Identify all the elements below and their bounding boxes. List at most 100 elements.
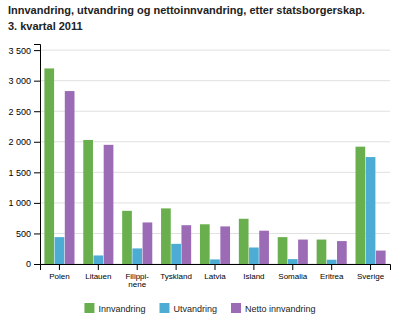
- tick-label: Eritrea: [320, 272, 344, 281]
- y-axis: 0 500 1 000 1 500 2 000 2 500 3 000 3 500: [8, 45, 40, 270]
- bar: [104, 145, 114, 264]
- tick-mark: [34, 233, 40, 234]
- bar-series: [65, 91, 386, 264]
- bar: [93, 255, 103, 264]
- tick-label: Filippi-nene: [125, 272, 149, 290]
- tick-label-line: Polen: [49, 272, 69, 281]
- tick-mark: [215, 264, 216, 270]
- grid-line: [40, 111, 390, 112]
- legend-swatch: [159, 303, 169, 313]
- tick-label: 1 000: [8, 198, 31, 208]
- bar: [83, 140, 93, 264]
- tick-mark: [176, 264, 177, 270]
- tick-label-line: Litauen: [85, 272, 111, 281]
- x-tick: Filippi-nene: [125, 264, 149, 289]
- bar: [288, 259, 298, 264]
- bar: [143, 222, 153, 264]
- axis-line: [41, 265, 391, 271]
- axis-line: [34, 45, 41, 265]
- tick-label: 500: [16, 229, 31, 239]
- bar: [55, 237, 65, 264]
- chart-svg: Innvandring, utvandring og nettoinnvandr…: [0, 0, 400, 320]
- tick-label: 3 500: [8, 45, 31, 55]
- chart-container: Innvandring, utvandring og nettoinnvandr…: [0, 0, 400, 320]
- grid: [40, 50, 390, 264]
- tick-label: Latvia: [204, 272, 226, 281]
- y-tick: 1 000: [8, 198, 40, 208]
- legend-item: Innvandring: [84, 303, 145, 314]
- tick-mark: [59, 264, 60, 270]
- y-tick: 2 000: [8, 137, 40, 147]
- tick-label-line: nene: [128, 280, 146, 289]
- bar: [161, 208, 171, 264]
- tick-label-line: Tyskland: [160, 272, 192, 281]
- bar: [249, 248, 259, 265]
- x-tick: Litauen: [85, 264, 111, 281]
- y-tick: 0: [26, 259, 40, 269]
- grid-line: [40, 80, 390, 81]
- legend-swatch: [231, 303, 241, 313]
- legend-label: Utvandring: [173, 304, 217, 314]
- tick-label: Somalia: [278, 272, 307, 281]
- tick-label-line: Latvia: [204, 272, 226, 281]
- bar: [259, 231, 269, 264]
- bars: [44, 68, 385, 264]
- chart-subtitle: 3. kvartal 2011: [8, 20, 83, 32]
- tick-label: 0: [26, 259, 31, 269]
- tick-label: Litauen: [85, 272, 111, 281]
- bar: [220, 226, 230, 264]
- x-tick: Polen: [49, 264, 69, 281]
- tick-label-line: Island: [243, 272, 264, 281]
- tick-mark: [34, 264, 40, 265]
- tick-mark: [34, 142, 40, 143]
- tick-mark: [34, 172, 40, 173]
- bar: [327, 260, 337, 264]
- title-line: Innvandring, utvandring og nettoinnvandr…: [8, 4, 365, 16]
- y-tick: 1 500: [8, 168, 40, 178]
- bar: [356, 147, 366, 264]
- tick-label: 1 500: [8, 168, 31, 178]
- bar: [239, 219, 249, 264]
- tick-label: 2 500: [8, 107, 31, 117]
- bar: [200, 224, 210, 264]
- legend-item: Utvandring: [159, 303, 217, 314]
- bar: [317, 240, 327, 264]
- grid-line: [40, 50, 390, 51]
- y-tick: 500: [16, 229, 40, 239]
- x-tick: Tyskland: [160, 264, 192, 281]
- tick-mark: [34, 203, 40, 204]
- tick-label: Tyskland: [160, 272, 192, 281]
- bar: [181, 225, 191, 264]
- legend-label: Innvandring: [98, 304, 145, 314]
- bar: [278, 237, 288, 264]
- bar: [366, 157, 376, 264]
- chart-title: Innvandring, utvandring og nettoinnvandr…: [8, 4, 365, 16]
- tick-label-line: Filippi-: [125, 272, 149, 281]
- tick-label: Island: [243, 272, 264, 281]
- bar: [44, 68, 54, 264]
- tick-label: 3 000: [8, 76, 31, 86]
- legend: InnvandringUtvandringNetto innvandring: [84, 303, 315, 314]
- x-tick: Island: [243, 264, 264, 281]
- y-tick: 2 500: [8, 107, 40, 117]
- bar-series: [55, 157, 376, 264]
- tick-mark: [98, 264, 99, 270]
- x-tick: Latvia: [204, 264, 226, 281]
- bar: [122, 211, 132, 264]
- tick-mark: [292, 264, 293, 270]
- tick-label-line: Eritrea: [320, 272, 344, 281]
- x-tick: Eritrea: [320, 264, 344, 281]
- tick-label: Polen: [49, 272, 69, 281]
- tick-label: Sverige: [357, 272, 385, 281]
- bar: [337, 241, 347, 264]
- tick-label: 2 000: [8, 137, 31, 147]
- bar: [65, 91, 75, 264]
- tick-mark: [34, 111, 40, 112]
- bar-series: [44, 68, 365, 264]
- y-tick: 3 500: [8, 45, 40, 55]
- tick-mark: [253, 264, 254, 270]
- x-tick: Sverige: [357, 264, 385, 281]
- bar: [298, 240, 308, 264]
- legend-swatch: [84, 303, 94, 313]
- tick-label-line: Sverige: [357, 272, 385, 281]
